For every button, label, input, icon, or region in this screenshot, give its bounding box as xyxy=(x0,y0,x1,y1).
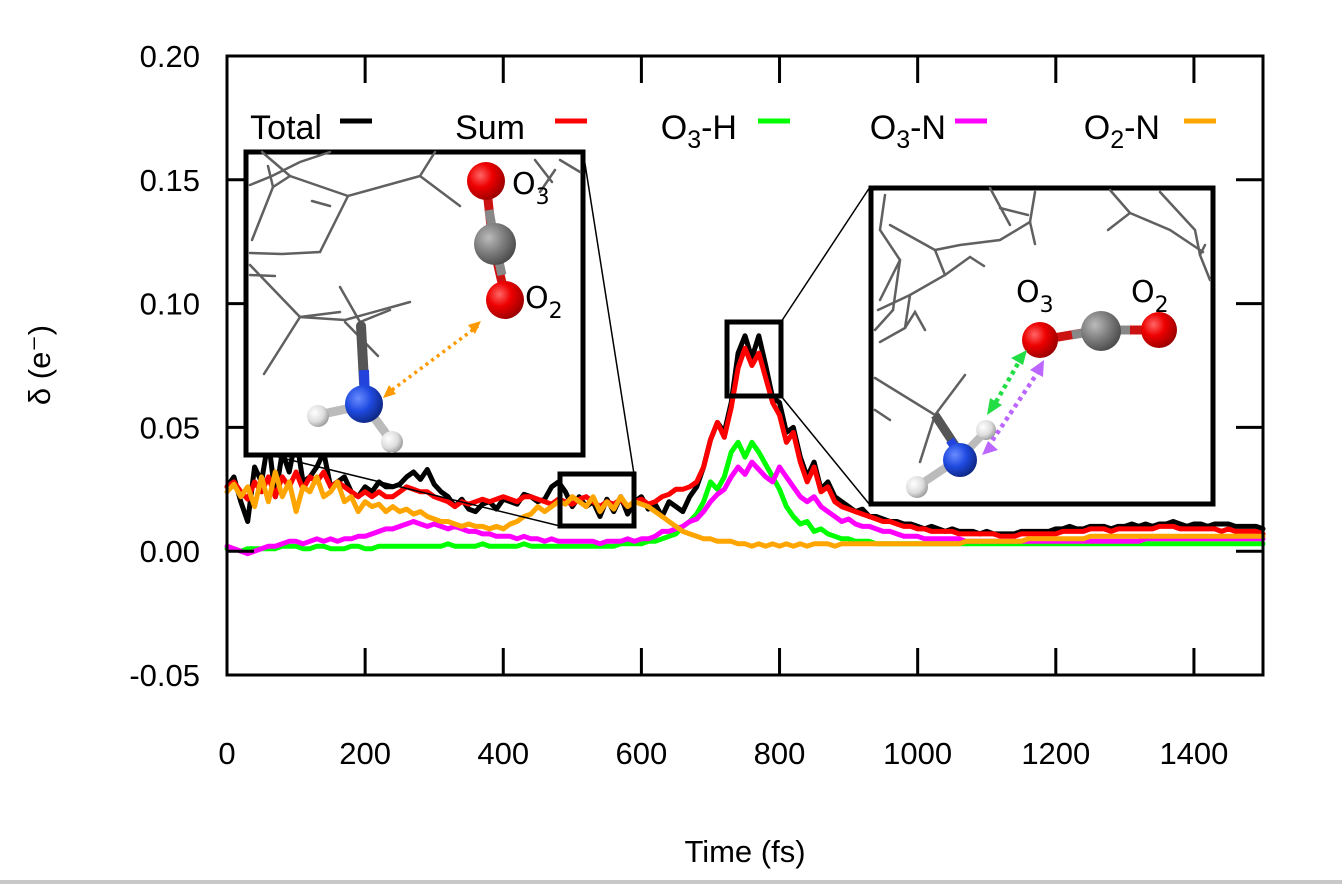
left-inset-label-o2: O2 xyxy=(525,281,563,324)
y-tick-label: 0.00 xyxy=(140,534,200,569)
left-inset-c-atom xyxy=(474,223,516,265)
right-inset-o3h-arrowhead-2 xyxy=(987,398,1002,415)
y-tick-label: 0.10 xyxy=(140,287,200,322)
x-tick-label: 1000 xyxy=(883,736,952,771)
left-inset-o2-atom xyxy=(486,281,524,319)
right-inset-h-atom-1 xyxy=(906,476,928,498)
legend-label: Sum xyxy=(455,109,525,147)
right-inset-h-atom-2 xyxy=(976,420,996,440)
y-axis-title: δ (e⁻) xyxy=(22,325,57,405)
x-tick-label: 0 xyxy=(218,736,235,771)
left-connector-top xyxy=(582,150,635,475)
legend-item-sum: Sum xyxy=(455,109,587,147)
legend-item-total: Total xyxy=(250,109,372,147)
left-inset: O3 O2 xyxy=(243,149,586,458)
left-inset-label-o3: O3 xyxy=(512,167,550,210)
axes-layer xyxy=(225,54,1265,677)
right-inset-o2-atom xyxy=(1141,312,1177,348)
right-inset-protein-wireframe xyxy=(873,186,1212,464)
x-tick-label: 400 xyxy=(477,736,529,771)
right-inset-label-o2: O2 xyxy=(1131,275,1169,318)
x-tick-label: 600 xyxy=(616,736,668,771)
right-connector-bottom xyxy=(780,395,871,506)
left-inset-n-atom xyxy=(345,385,383,423)
right-inset-o3-atom xyxy=(1022,322,1058,358)
series-line-sum xyxy=(224,345,1266,539)
left-connector-bottom xyxy=(269,454,561,527)
legend-label: Total xyxy=(250,109,322,147)
legend-item-o3-n: O3-N xyxy=(870,109,987,154)
series-layer xyxy=(224,333,1266,557)
left-inset-h-atom-1 xyxy=(307,405,329,427)
right-inset-o3h-arrow xyxy=(994,358,1022,404)
right-inset-o3n-arrowhead-2 xyxy=(982,441,998,455)
legend-label: O3-H xyxy=(661,109,737,154)
left-zoom-region-box xyxy=(557,471,637,529)
right-inset-n-atom xyxy=(943,443,977,477)
right-inset-c-atom xyxy=(1081,311,1121,351)
x-tick-label: 200 xyxy=(339,736,391,771)
left-inset-o3-atom xyxy=(467,162,505,200)
x-tick-label: 800 xyxy=(754,736,806,771)
right-connector-top xyxy=(780,186,871,323)
series-line-o2-n xyxy=(224,469,1266,549)
plot-frame xyxy=(225,54,1265,677)
left-inset-arrowhead-2 xyxy=(383,385,396,398)
y-tick-label: 0.05 xyxy=(140,410,200,445)
y-tick-label: 0.20 xyxy=(140,39,200,74)
y-tick-label: 0.15 xyxy=(140,163,200,198)
right-inset-o3n-arrowhead-1 xyxy=(1030,360,1044,377)
legend-item-o3-h: O3-H xyxy=(661,109,790,154)
x-tick-label: 1400 xyxy=(1159,736,1228,771)
left-inset-h-atom-2 xyxy=(381,431,403,453)
left-inset-frame xyxy=(243,149,586,458)
bottom-border xyxy=(0,880,1342,884)
legend-label: O3-N xyxy=(870,109,946,154)
legend: Total Sum O3-H O3-N O2-N xyxy=(250,109,1216,154)
legend-item-o2-n: O2-N xyxy=(1084,109,1216,154)
left-inset-protein-wireframe xyxy=(248,150,582,376)
ticks-layer: 0 200 400 600 800 1000 1200 1400 -0.05 0.00 0.05 0.… xyxy=(129,39,1263,771)
x-tick-label: 1200 xyxy=(1021,736,1090,771)
right-inset: O3 O2 xyxy=(868,185,1216,507)
right-zoom-region-box xyxy=(724,319,784,399)
y-tick-label: -0.05 xyxy=(129,658,200,693)
right-inset-label-o3: O3 xyxy=(1016,275,1054,318)
left-inset-arrowhead-1 xyxy=(468,321,481,334)
legend-label: O2-N xyxy=(1084,109,1160,154)
x-axis-title: Time (fs) xyxy=(684,834,805,869)
right-inset-o3n-arrow xyxy=(986,370,1040,449)
right-inset-o3h-arrowhead-1 xyxy=(1011,350,1027,365)
series-line-o3-n xyxy=(224,459,1266,557)
